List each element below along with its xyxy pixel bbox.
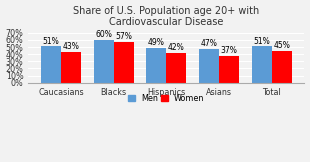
Text: 49%: 49% xyxy=(148,38,165,47)
Bar xyxy=(146,48,166,83)
Title: Share of U.S. Population age 20+ with
Cardiovascular Disease: Share of U.S. Population age 20+ with Ca… xyxy=(73,6,259,27)
Text: 47%: 47% xyxy=(201,39,218,48)
Text: 51%: 51% xyxy=(42,37,59,46)
Bar xyxy=(199,49,219,83)
Text: 37%: 37% xyxy=(221,46,237,56)
Bar xyxy=(41,46,61,83)
Bar xyxy=(272,51,292,83)
Text: 45%: 45% xyxy=(273,41,290,50)
Bar xyxy=(61,52,81,83)
Text: 43%: 43% xyxy=(63,42,79,51)
Bar xyxy=(252,46,272,83)
Legend: Men, Women: Men, Women xyxy=(125,91,208,106)
Bar xyxy=(94,40,114,83)
Text: 57%: 57% xyxy=(115,32,132,41)
Text: 42%: 42% xyxy=(168,43,185,52)
Text: 60%: 60% xyxy=(95,30,112,39)
Text: 51%: 51% xyxy=(254,37,270,46)
Bar xyxy=(219,56,239,83)
Bar xyxy=(114,42,134,83)
Bar xyxy=(166,53,186,83)
